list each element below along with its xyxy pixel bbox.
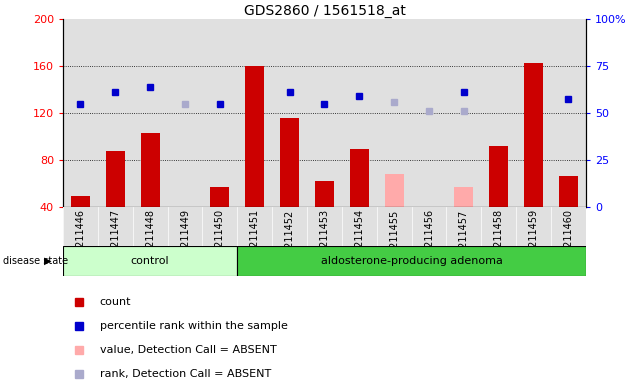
Bar [481,207,516,246]
Bar [420,207,438,211]
Bar [168,207,202,246]
Bar [175,207,195,211]
Text: disease state: disease state [3,256,68,266]
Bar [245,66,265,207]
Bar [315,182,334,207]
Text: GSM211449: GSM211449 [180,209,190,268]
Text: GSM211448: GSM211448 [145,209,155,268]
Bar [202,207,238,246]
Text: rank, Detection Call = ABSENT: rank, Detection Call = ABSENT [100,369,271,379]
Text: aldosterone-producing adenoma: aldosterone-producing adenoma [321,256,503,266]
Bar [238,207,272,246]
Text: percentile rank within the sample: percentile rank within the sample [100,321,287,331]
Bar [98,207,133,246]
Bar [384,174,404,207]
Bar [307,207,342,246]
Bar [350,149,369,207]
Bar [63,207,98,246]
Bar [71,195,90,207]
Text: GSM211456: GSM211456 [424,209,434,268]
Bar [524,63,543,207]
Text: GSM211455: GSM211455 [389,209,399,268]
Bar [140,133,160,207]
Bar [377,207,411,246]
Bar [551,207,586,246]
Text: GSM211460: GSM211460 [563,209,573,268]
Bar [106,151,125,207]
Bar [210,187,229,207]
Bar [454,187,474,207]
Title: GDS2860 / 1561518_at: GDS2860 / 1561518_at [244,4,405,18]
Text: GSM211452: GSM211452 [285,209,295,268]
Text: GSM211453: GSM211453 [319,209,329,268]
Bar [63,246,238,276]
Bar [280,118,299,207]
Text: ▶: ▶ [44,256,52,266]
Bar [516,207,551,246]
Text: GSM211457: GSM211457 [459,209,469,268]
Text: GSM211451: GSM211451 [249,209,260,268]
Bar [342,207,377,246]
Text: GSM211447: GSM211447 [110,209,120,268]
Text: GSM211450: GSM211450 [215,209,225,268]
Bar [411,207,447,246]
Text: GSM211454: GSM211454 [354,209,364,268]
Bar [133,207,168,246]
Bar [559,175,578,207]
Text: GSM211459: GSM211459 [529,209,539,268]
Bar [238,246,586,276]
Text: value, Detection Call = ABSENT: value, Detection Call = ABSENT [100,345,277,355]
Text: control: control [131,256,169,266]
Text: count: count [100,297,131,307]
Bar [272,207,307,246]
Bar [489,146,508,207]
Text: GSM211458: GSM211458 [494,209,504,268]
Text: GSM211446: GSM211446 [76,209,86,268]
Bar [447,207,481,246]
